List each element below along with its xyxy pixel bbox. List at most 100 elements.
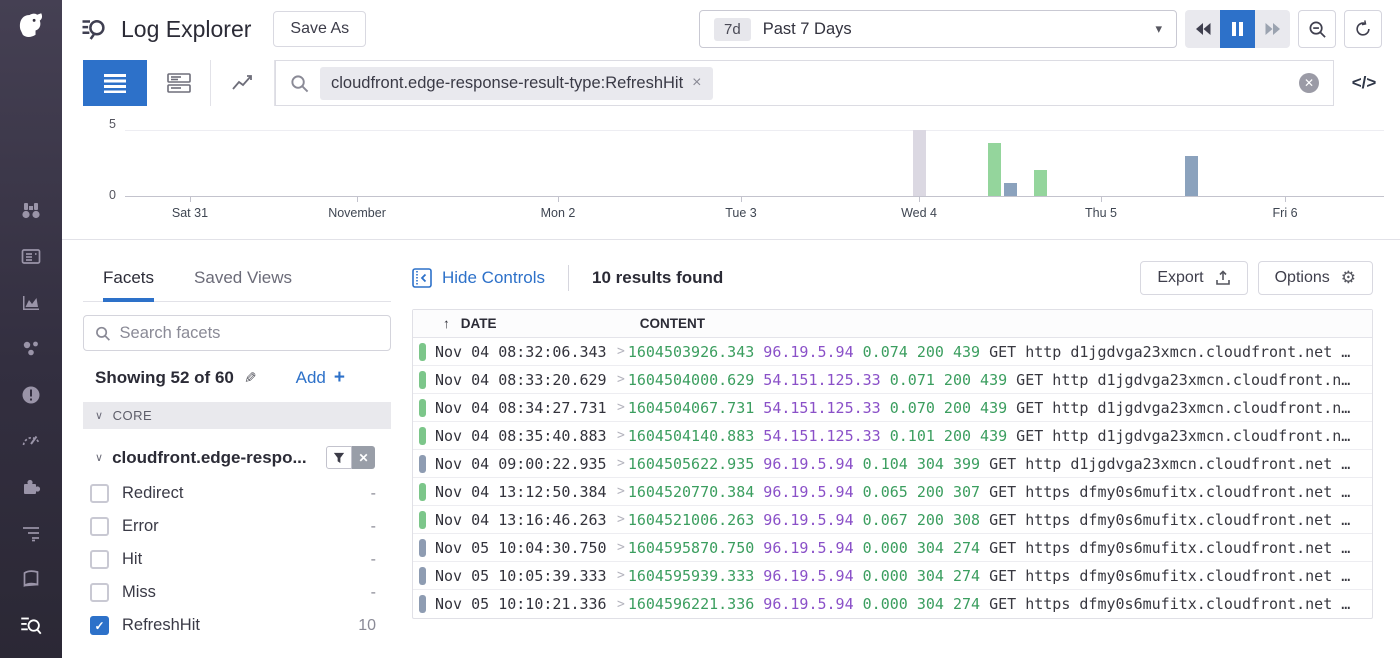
log-timestamp: Nov 04 08:34:27.731 (435, 398, 607, 417)
log-content: 1604596221.336 96.19.5.94 0.000 304 274 … (627, 595, 1351, 613)
monitors-icon[interactable] (0, 372, 62, 418)
log-row[interactable]: Nov 04 08:35:40.883 >1604504140.883 54.15… (413, 422, 1372, 450)
chevron-down-icon: ∨ (95, 452, 104, 464)
facet-option[interactable]: Redirect - (83, 477, 391, 510)
checkbox-checked[interactable]: ✓ (90, 616, 109, 635)
search-filter-chip[interactable]: cloudfront.edge-response-result-type:Ref… (320, 66, 713, 100)
column-header-content[interactable]: CONTENT (639, 316, 705, 331)
clear-search-icon[interactable]: ✕ (1299, 73, 1319, 93)
facet-option-list: Redirect - Error - Hit - Miss - ✓ RefreshHit 10 (83, 477, 391, 642)
dashboards-icon[interactable] (0, 234, 62, 280)
facets-panel: Facets Saved Views Showing 52 of 60 ✎ Ad… (83, 240, 391, 642)
timeline-bar[interactable] (913, 130, 926, 196)
log-row[interactable]: Nov 05 10:10:21.336 >1604596221.336 96.19… (413, 590, 1372, 618)
facet-remove-icon[interactable]: ✕ (352, 446, 375, 469)
add-facet-button[interactable]: Add + (295, 367, 345, 388)
status-indicator (419, 566, 426, 585)
timeline-bar[interactable] (1033, 170, 1047, 196)
x-axis-tick-label: Wed 4 (901, 206, 937, 220)
log-row[interactable]: Nov 04 13:16:46.263 >1604521006.263 96.19… (413, 506, 1372, 534)
hide-panel-icon (412, 268, 432, 288)
log-volume-timeline[interactable]: 5 0 Sat 31 November Mon 2 Tue 3 Wed 4 Thu 5 Fr… (62, 110, 1400, 240)
expand-chevron-icon[interactable]: > (617, 344, 625, 359)
log-explorer-nav-icon[interactable] (0, 602, 62, 648)
facet-option[interactable]: Hit - (83, 543, 391, 576)
edit-facets-icon[interactable]: ✎ (243, 370, 257, 387)
pause-button[interactable] (1220, 10, 1255, 48)
log-content: 1604595870.750 96.19.5.94 0.000 304 274 … (627, 538, 1351, 557)
facet-option-label: Miss (122, 583, 156, 601)
metrics-icon[interactable] (0, 280, 62, 326)
expand-chevron-icon[interactable]: > (617, 372, 625, 387)
save-as-button[interactable]: Save As (273, 11, 367, 47)
expand-chevron-icon[interactable]: > (617, 512, 625, 527)
expand-chevron-icon[interactable]: > (617, 400, 625, 415)
refresh-button[interactable] (1344, 10, 1382, 48)
facet-search-input[interactable] (119, 323, 379, 343)
facet-section-core[interactable]: ∨ CORE (83, 402, 391, 429)
facet-filter-icon[interactable] (326, 446, 352, 469)
facet-group-header[interactable]: ∨ cloudfront.edge-respo... ✕ (83, 446, 391, 469)
datadog-logo-icon[interactable] (7, 4, 55, 48)
log-row[interactable]: Nov 04 13:12:50.384 >1604520770.384 96.19… (413, 478, 1372, 506)
log-timestamp: Nov 04 13:16:46.263 (435, 510, 607, 529)
log-row[interactable]: Nov 05 10:05:39.333 >1604595939.333 96.19… (413, 562, 1372, 590)
log-content: 1604504140.883 54.151.125.33 0.101 200 4… (627, 426, 1351, 445)
timeline-bar[interactable] (1185, 156, 1199, 196)
table-header[interactable]: ↑ DATE CONTENT (413, 310, 1372, 338)
list-view-toggle[interactable] (83, 60, 147, 106)
facet-option[interactable]: Miss - (83, 576, 391, 609)
top-bar: Log Explorer Save As 7d Past 7 Days ▾ (62, 0, 1400, 58)
log-search-input[interactable]: cloudfront.edge-response-result-type:Ref… (275, 60, 1334, 106)
expand-chevron-icon[interactable]: > (617, 428, 625, 443)
facet-option[interactable]: ✓ RefreshHit 10 (83, 609, 391, 642)
plus-icon: + (333, 367, 345, 388)
options-button[interactable]: Options ⚙ (1257, 261, 1373, 295)
x-axis-tick-label: Tue 3 (725, 206, 757, 220)
notebooks-icon[interactable] (0, 556, 62, 602)
expand-chevron-icon[interactable]: > (617, 568, 625, 583)
x-axis-tick-mark (189, 197, 191, 202)
log-row[interactable]: Nov 04 08:34:27.731 >1604504067.731 54.15… (413, 394, 1372, 422)
sort-ascending-icon[interactable]: ↑ (443, 316, 450, 331)
log-row[interactable]: Nov 04 09:00:22.935 >1604505622.935 96.19… (413, 450, 1372, 478)
timeseries-view-toggle[interactable] (211, 60, 275, 106)
log-row[interactable]: Nov 04 08:33:20.629 >1604504000.629 54.15… (413, 366, 1372, 394)
status-indicator (419, 510, 426, 529)
checkbox-unchecked[interactable] (90, 583, 109, 602)
expand-chevron-icon[interactable]: > (617, 456, 625, 471)
fast-forward-button[interactable] (1255, 10, 1290, 48)
timeline-bar[interactable] (1004, 183, 1018, 196)
checkbox-unchecked[interactable] (90, 484, 109, 503)
log-timestamp: Nov 04 08:32:06.343 (435, 342, 607, 361)
x-axis-tick-label: Sat 31 (171, 206, 209, 220)
query-syntax-icon[interactable]: </> (1351, 73, 1377, 92)
integrations-icon[interactable] (0, 464, 62, 510)
expand-chevron-icon[interactable]: > (617, 596, 625, 612)
expand-chevron-icon[interactable]: > (617, 484, 625, 499)
timeline-bar[interactable] (988, 143, 1002, 196)
tab-saved-views[interactable]: Saved Views (194, 268, 292, 287)
export-button[interactable]: Export (1140, 261, 1248, 295)
facet-option[interactable]: Error - (83, 510, 391, 543)
expand-chevron-icon[interactable]: > (617, 540, 625, 555)
remove-filter-icon[interactable]: × (692, 74, 702, 91)
zoom-out-button[interactable] (1298, 10, 1336, 48)
watchdog-icon[interactable] (0, 188, 62, 234)
facet-search-box[interactable] (83, 315, 391, 351)
rewind-button[interactable] (1185, 10, 1220, 48)
log-row[interactable]: Nov 04 08:32:06.343 >1604503926.343 96.19… (413, 338, 1372, 366)
x-axis-tick-label: Mon 2 (540, 206, 576, 220)
column-header-date[interactable]: DATE (460, 316, 497, 331)
checkbox-unchecked[interactable] (90, 550, 109, 569)
checkbox-unchecked[interactable] (90, 517, 109, 536)
log-row[interactable]: Nov 05 10:04:30.750 >1604595870.750 96.19… (413, 534, 1372, 562)
pipelines-icon[interactable] (0, 510, 62, 556)
chart-plot-area[interactable] (125, 130, 1384, 196)
apm-gauge-icon[interactable] (0, 418, 62, 464)
time-range-selector[interactable]: 7d Past 7 Days ▾ (699, 10, 1177, 48)
hide-controls-button[interactable]: Hide Controls (412, 268, 545, 288)
tab-facets[interactable]: Facets (103, 262, 155, 302)
infrastructure-icon[interactable] (0, 326, 62, 372)
detail-view-toggle[interactable] (147, 60, 211, 106)
